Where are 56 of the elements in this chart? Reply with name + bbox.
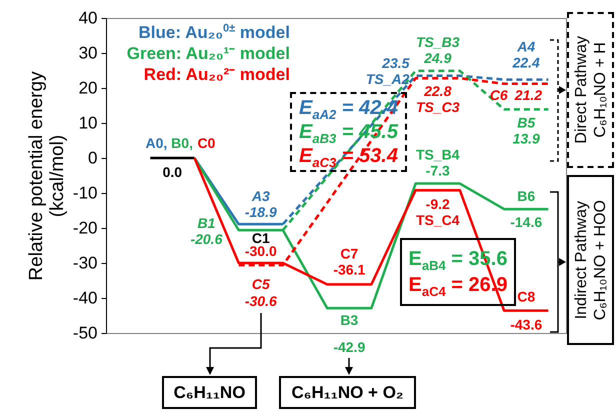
y-tick-label: -20 <box>72 218 98 238</box>
text: Green: Au₂₀¹⁻ model <box>126 43 290 64</box>
annotation: C7 <box>340 245 358 262</box>
annotation: B3 <box>340 312 358 328</box>
annotation: A3 <box>250 188 270 204</box>
data-label: 22.8 <box>423 83 452 100</box>
data-label: 0.0 <box>162 164 182 180</box>
text: Indirect Pathway <box>572 200 590 320</box>
annotation: TS_C3 <box>416 99 460 116</box>
y-tick-label: 30 <box>78 44 98 62</box>
y-axis-title: Relative potential energy (kcal/mol) <box>26 70 68 281</box>
annotation: C6 <box>490 86 508 103</box>
annotation: B5 <box>517 114 536 130</box>
data-label: -14.6 <box>510 214 542 230</box>
y-tick-label: 20 <box>78 78 98 98</box>
y-tick-label: 10 <box>78 114 98 132</box>
data-label: -42.9 <box>333 339 366 356</box>
data-label: -20.6 <box>190 231 223 248</box>
y-tick-label: -50 <box>72 324 98 342</box>
data-label: 24.9 <box>423 50 452 66</box>
annotation: TS_B4 <box>416 146 460 163</box>
data-label: 23.5 <box>381 54 410 71</box>
data-label: -30.6 <box>244 293 277 310</box>
annotation: TS_A2 <box>366 70 410 87</box>
data-label: 21.2 <box>514 86 542 103</box>
text: Direct Pathway <box>572 36 590 144</box>
annotation: A4 <box>516 38 536 55</box>
annotation: TS_B3 <box>416 34 460 50</box>
data-label: 13.9 <box>512 130 540 146</box>
y-tick-label: -40 <box>72 288 98 308</box>
annotation: C0 <box>197 135 216 151</box>
data-label: -43.6 <box>510 316 542 333</box>
text: C₆H₁₀NO + HOO <box>590 200 610 320</box>
y-tick-label: 0 <box>88 148 98 168</box>
text: Blue: Au₂₀$^{0±}$ model <box>138 22 290 43</box>
y-tick-label: -30 <box>72 254 98 272</box>
data-label: -30.0 <box>244 243 277 259</box>
annotation: C5 <box>252 276 270 292</box>
annotation: C1 <box>252 230 270 246</box>
text: C₆H₁₁NO + O₂ <box>292 382 404 402</box>
annotation: C8 <box>517 288 536 305</box>
text: C₆H₁₀NO + H <box>590 41 610 140</box>
text: Red: Au₂₀²⁻ model <box>142 64 290 85</box>
data-label: -9.2 <box>426 196 450 212</box>
text: C₆H₁₁NO <box>174 382 246 402</box>
annotation: B6 <box>517 188 536 204</box>
annotation: B1 <box>197 215 216 232</box>
data-label: -36.1 <box>333 261 366 278</box>
annotation: A0, <box>146 135 168 151</box>
annotation: B0, <box>171 135 193 151</box>
y-tick-label: 40 <box>78 8 98 28</box>
data-label: 22.4 <box>512 54 540 71</box>
y-tick-label: -10 <box>72 184 98 202</box>
data-label: -18.9 <box>244 204 277 220</box>
annotation: TS_C4 <box>416 212 460 228</box>
data-label: -7.3 <box>426 162 450 179</box>
